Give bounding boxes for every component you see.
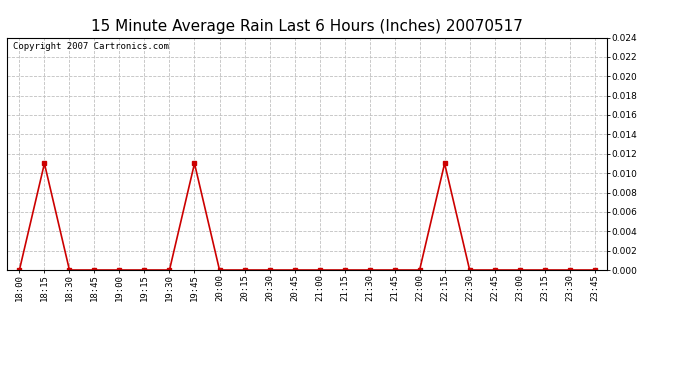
Text: 15 Minute Average Rain Last 6 Hours (Inches) 20070517: 15 Minute Average Rain Last 6 Hours (Inc… [91, 19, 523, 34]
Text: Copyright 2007 Cartronics.com: Copyright 2007 Cartronics.com [13, 42, 169, 51]
